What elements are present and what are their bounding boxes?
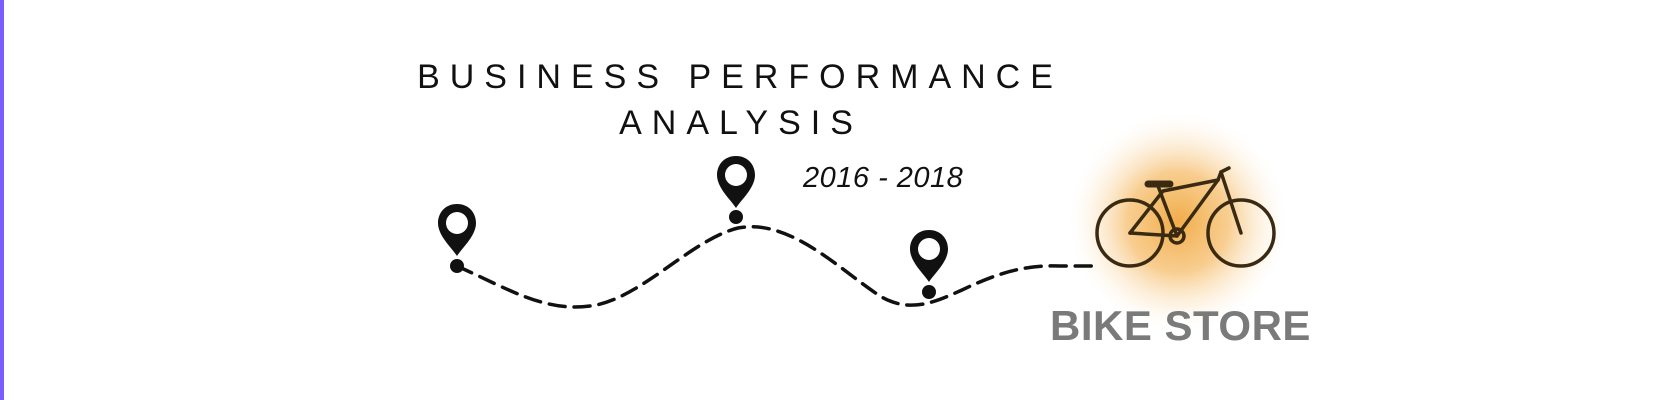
brand-name: BIKE STORE [1050, 302, 1311, 349]
location-pin-icon-2 [717, 156, 755, 224]
date-range: 2016 - 2018 [803, 162, 964, 194]
location-pin-icon-1 [438, 204, 476, 273]
page-title: BUSINESS PERFORMANCE ANALYSIS [417, 54, 1120, 146]
title-line-1: BUSINESS PERFORMANCE [417, 58, 1063, 96]
left-accent-bar [0, 0, 4, 400]
bicycle-icon [1095, 166, 1276, 268]
bike-glow [1066, 110, 1290, 334]
location-pin-icon-3 [910, 230, 948, 299]
route-path [455, 225, 1102, 309]
title-line-2: ANALYSIS [619, 104, 863, 142]
